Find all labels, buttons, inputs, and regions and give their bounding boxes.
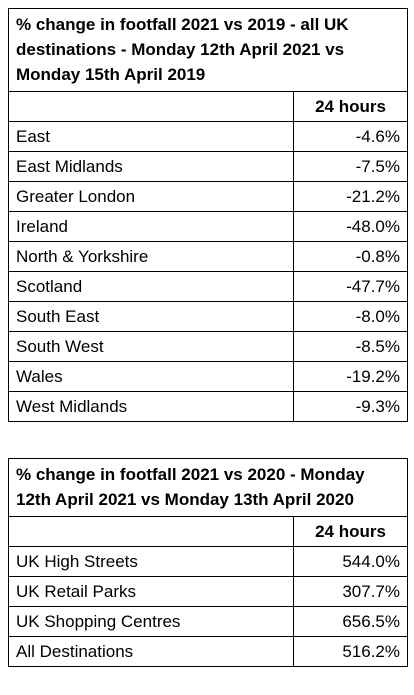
row-label: East Midlands xyxy=(8,151,294,182)
table-title: % change in footfall 2021 vs 2020 - Mond… xyxy=(8,458,408,517)
row-value: -4.6% xyxy=(293,121,408,152)
row-label: UK Retail Parks xyxy=(8,576,294,607)
data-row: All Destinations 516.2% xyxy=(8,636,408,667)
row-value: -8.5% xyxy=(293,331,408,362)
row-value: -47.7% xyxy=(293,271,408,302)
header-blank xyxy=(8,91,294,122)
row-label: North & Yorkshire xyxy=(8,241,294,272)
header-row: 24 hours xyxy=(8,516,408,547)
data-row: South East -8.0% xyxy=(8,301,408,332)
row-label: Wales xyxy=(8,361,294,392)
row-value: -8.0% xyxy=(293,301,408,332)
row-label: UK High Streets xyxy=(8,546,294,577)
data-row: Greater London -21.2% xyxy=(8,181,408,212)
row-value: -0.8% xyxy=(293,241,408,272)
row-label: South West xyxy=(8,331,294,362)
data-row: South West -8.5% xyxy=(8,331,408,362)
row-value: -19.2% xyxy=(293,361,408,392)
row-label: All Destinations xyxy=(8,636,294,667)
data-row: Ireland -48.0% xyxy=(8,211,408,242)
row-label: UK Shopping Centres xyxy=(8,606,294,637)
data-row: UK High Streets 544.0% xyxy=(8,546,408,577)
table-title: % change in footfall 2021 vs 2019 - all … xyxy=(8,8,408,92)
footfall-table-2020: % change in footfall 2021 vs 2020 - Mond… xyxy=(8,458,408,667)
title-row: % change in footfall 2021 vs 2019 - all … xyxy=(8,8,408,92)
data-row: East -4.6% xyxy=(8,121,408,152)
header-row: 24 hours xyxy=(8,91,408,122)
row-value: 544.0% xyxy=(293,546,408,577)
row-value: 516.2% xyxy=(293,636,408,667)
footfall-table-2019: % change in footfall 2021 vs 2019 - all … xyxy=(8,8,408,422)
data-row: Wales -19.2% xyxy=(8,361,408,392)
row-value: 656.5% xyxy=(293,606,408,637)
row-label: East xyxy=(8,121,294,152)
row-value: -21.2% xyxy=(293,181,408,212)
row-label: Greater London xyxy=(8,181,294,212)
row-label: South East xyxy=(8,301,294,332)
row-value: -48.0% xyxy=(293,211,408,242)
row-value: 307.7% xyxy=(293,576,408,607)
data-row: UK Shopping Centres 656.5% xyxy=(8,606,408,637)
row-label: West Midlands xyxy=(8,391,294,422)
row-label: Ireland xyxy=(8,211,294,242)
column-header: 24 hours xyxy=(293,91,408,122)
title-row: % change in footfall 2021 vs 2020 - Mond… xyxy=(8,458,408,517)
data-row: West Midlands -9.3% xyxy=(8,391,408,422)
column-header: 24 hours xyxy=(293,516,408,547)
row-value: -7.5% xyxy=(293,151,408,182)
data-row: UK Retail Parks 307.7% xyxy=(8,576,408,607)
data-row: North & Yorkshire -0.8% xyxy=(8,241,408,272)
data-row: East Midlands -7.5% xyxy=(8,151,408,182)
data-row: Scotland -47.7% xyxy=(8,271,408,302)
row-label: Scotland xyxy=(8,271,294,302)
row-value: -9.3% xyxy=(293,391,408,422)
header-blank xyxy=(8,516,294,547)
